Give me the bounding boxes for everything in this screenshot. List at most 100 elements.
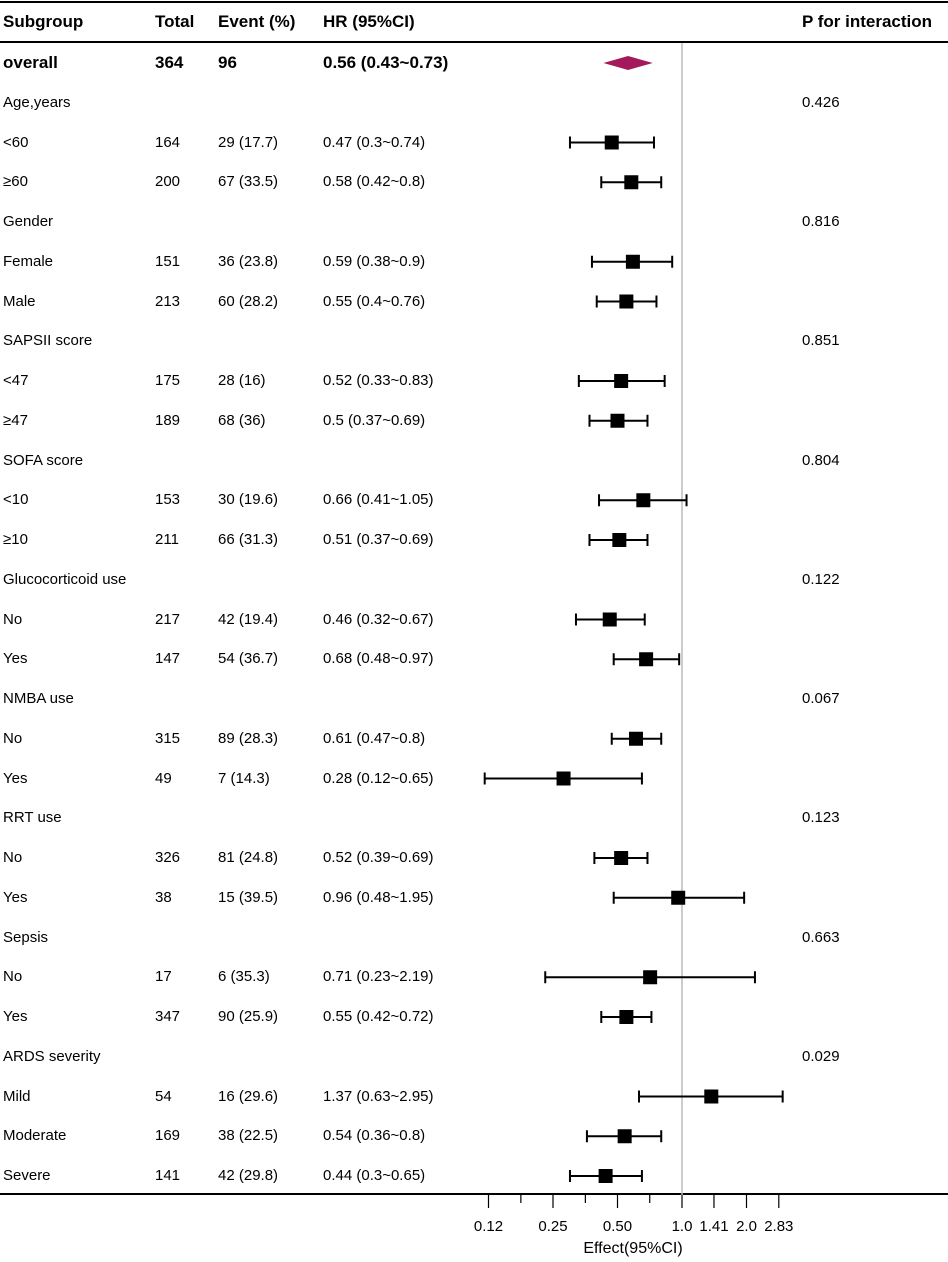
row-hr-ci: 0.47 (0.3~0.74) xyxy=(323,133,426,151)
row-hr-ci: 1.37 (0.63~2.95) xyxy=(323,1087,434,1105)
x-axis-label: Effect(95%CI) xyxy=(583,1240,683,1257)
row-total: 153 xyxy=(155,491,181,509)
hr-point xyxy=(614,374,629,388)
header-total: Total xyxy=(155,12,195,31)
hr-point xyxy=(625,254,640,269)
row-total: 213 xyxy=(155,292,181,310)
row-label: <47 xyxy=(3,372,29,389)
row-hr-ci: 0.44 (0.3~0.65) xyxy=(323,1167,426,1184)
hr-point xyxy=(556,771,571,786)
hr-point xyxy=(619,294,634,309)
hr-point xyxy=(598,1169,613,1183)
row-total: 200 xyxy=(155,173,181,191)
header-rule xyxy=(0,41,948,43)
row-total: 326 xyxy=(155,849,181,866)
row-hr-ci: 0.56 (0.43~0.73) xyxy=(323,53,449,72)
hr-point xyxy=(602,612,617,627)
subgroup-heading: NMBA use xyxy=(3,690,74,707)
row-label: <60 xyxy=(3,133,29,151)
row-total: 54 xyxy=(155,1087,172,1105)
hr-point xyxy=(629,731,644,746)
row-hr-ci: 0.52 (0.39~0.69) xyxy=(323,849,434,866)
subgroup-heading: SOFA score xyxy=(3,451,84,469)
row-total: 141 xyxy=(155,1167,181,1184)
row-hr-ci: 0.46 (0.32~0.67) xyxy=(323,610,434,628)
row-hr-ci: 0.54 (0.36~0.8) xyxy=(323,1127,426,1145)
row-total: 151 xyxy=(155,252,181,270)
header-hr: HR (95%CI) xyxy=(323,12,415,31)
row-label: Severe xyxy=(3,1167,51,1184)
row-total: 364 xyxy=(155,53,184,72)
hr-point xyxy=(639,652,654,667)
row-total: 38 xyxy=(155,888,172,906)
hr-point xyxy=(704,1089,719,1104)
row-label: No xyxy=(3,610,23,628)
subgroup-heading: SAPSII score xyxy=(3,332,93,350)
header-p-interaction: P for interaction xyxy=(802,12,933,31)
row-event: 30 (19.6) xyxy=(218,491,279,509)
subgroup-heading: Sepsis xyxy=(3,928,49,946)
row-event: 68 (36) xyxy=(218,411,266,429)
row-event: 38 (22.5) xyxy=(218,1127,279,1145)
row-event: 6 (35.3) xyxy=(218,968,270,986)
row-total: 211 xyxy=(155,531,179,548)
row-event: 36 (23.8) xyxy=(218,252,279,270)
hr-point xyxy=(624,175,639,190)
hr-point xyxy=(614,851,629,865)
row-label: <10 xyxy=(3,491,29,509)
row-event: 96 xyxy=(218,53,237,72)
row-label: Moderate xyxy=(3,1127,67,1145)
row-p-interaction: 0.123 xyxy=(802,809,840,827)
subgroup-heading: Age,years xyxy=(3,93,71,111)
row-event: 7 (14.3) xyxy=(218,769,270,787)
row-total: 169 xyxy=(155,1127,181,1145)
row-hr-ci: 0.61 (0.47~0.8) xyxy=(323,729,426,747)
row-event: 66 (31.3) xyxy=(218,531,279,548)
row-label: ≥47 xyxy=(3,411,28,429)
row-p-interaction: 0.122 xyxy=(802,570,840,588)
row-p-interaction: 0.851 xyxy=(802,332,840,350)
row-hr-ci: 0.96 (0.48~1.95) xyxy=(323,888,434,906)
row-hr-ci: 0.71 (0.23~2.19) xyxy=(323,968,434,986)
row-label: Yes xyxy=(3,769,28,787)
row-event: 89 (28.3) xyxy=(218,729,279,747)
row-hr-ci: 0.58 (0.42~0.8) xyxy=(323,173,426,191)
hr-point xyxy=(617,1129,632,1144)
row-label: Mild xyxy=(3,1087,31,1105)
row-total: 315 xyxy=(155,729,181,747)
hr-point xyxy=(604,135,619,150)
hr-point xyxy=(643,970,658,985)
row-event: 42 (19.4) xyxy=(218,610,279,628)
row-hr-ci: 0.59 (0.38~0.9) xyxy=(323,252,426,270)
x-axis-tick-label: 2.83 xyxy=(764,1218,794,1235)
row-p-interaction: 0.029 xyxy=(802,1047,840,1065)
row-total: 175 xyxy=(155,372,181,389)
row-label: Yes xyxy=(3,650,28,668)
hr-point xyxy=(619,1010,634,1024)
top-rule xyxy=(0,1,948,3)
subgroup-heading: Glucocorticoid use xyxy=(3,570,127,588)
row-event: 16 (29.6) xyxy=(218,1087,279,1105)
row-hr-ci: 0.51 (0.37~0.69) xyxy=(323,531,434,548)
row-total: 189 xyxy=(155,411,181,429)
row-total: 147 xyxy=(155,650,181,668)
row-event: 15 (39.5) xyxy=(218,888,279,906)
row-label: No xyxy=(3,968,23,986)
row-event: 60 (28.2) xyxy=(218,292,279,310)
subgroup-heading: RRT use xyxy=(3,809,62,827)
row-label: Yes xyxy=(3,888,28,906)
overall-diamond xyxy=(603,56,653,70)
row-p-interaction: 0.816 xyxy=(802,213,840,230)
row-hr-ci: 0.66 (0.41~1.05) xyxy=(323,491,434,509)
row-hr-ci: 0.28 (0.12~0.65) xyxy=(323,769,434,787)
row-hr-ci: 0.55 (0.4~0.76) xyxy=(323,292,426,310)
row-label: Female xyxy=(3,252,54,270)
hr-point xyxy=(636,493,651,508)
x-axis-tick-label: 1.41 xyxy=(699,1218,729,1235)
row-hr-ci: 0.5 (0.37~0.69) xyxy=(323,411,426,429)
row-event: 54 (36.7) xyxy=(218,650,279,668)
row-p-interaction: 0.804 xyxy=(802,451,840,469)
row-event: 90 (25.9) xyxy=(218,1008,279,1025)
